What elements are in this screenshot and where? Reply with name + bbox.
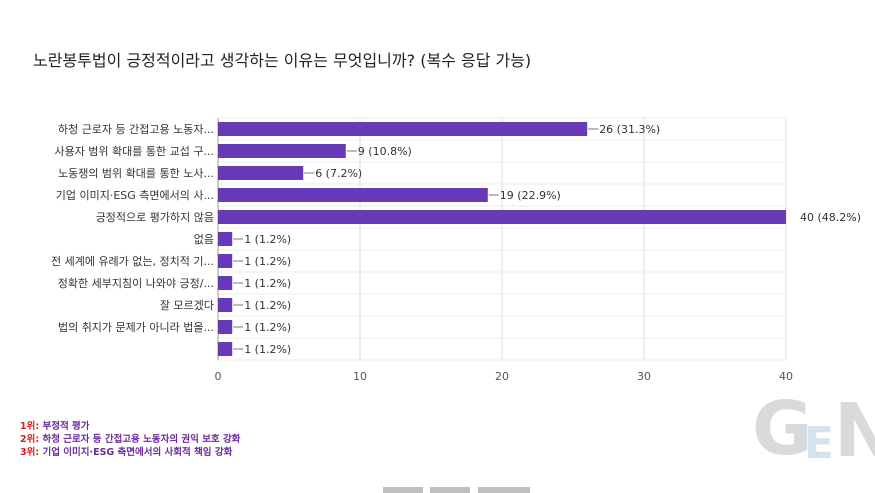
bar <box>218 298 233 312</box>
watermark-letter-e: E <box>804 418 835 469</box>
bar <box>218 342 233 356</box>
category-label: 법의 취지가 문제가 아니라 법을... <box>58 321 214 334</box>
x-tick-label: 10 <box>353 370 367 383</box>
value-label: 19 (22.9%) <box>500 189 561 202</box>
note-rank: 1위: <box>20 421 40 432</box>
bar-chart: 0 10 20 30 40 하청 근로자 등 간접고용 노동자... 26 (31.3%) 사… <box>51 117 861 383</box>
watermark-letter-g: G <box>752 386 813 472</box>
note-text: 부정적 평가 <box>42 421 90 432</box>
chart-title: 노란봉투법이 긍정적이라고 생각하는 이유는 무엇입니까? (복수 응답 가능) <box>33 51 532 70</box>
x-tick-label: 0 <box>215 370 222 383</box>
category-label: 사용자 범위 확대를 통한 교섭 구... <box>54 145 214 158</box>
x-tick-label: 30 <box>637 370 651 383</box>
category-label: 하청 근로자 등 간접고용 노동자... <box>58 122 214 136</box>
gen-watermark-logo: G E N <box>752 386 875 474</box>
value-label: 1 (1.2%) <box>244 299 291 312</box>
bar <box>218 166 304 180</box>
value-label: 1 (1.2%) <box>244 233 291 246</box>
ranking-notes: 1위: 부정적 평가 2위: 하청 근로자 등 간접고용 노동자의 권익 보호 … <box>20 420 240 459</box>
value-label: 26 (31.3%) <box>599 123 660 136</box>
value-label: 9 (10.8%) <box>358 145 412 158</box>
bar <box>218 276 233 290</box>
note-rank: 3위: <box>20 447 40 458</box>
bar <box>218 210 786 224</box>
bar <box>218 122 588 136</box>
x-tick-label: 20 <box>495 370 509 383</box>
cropped-content-fragment <box>430 487 470 493</box>
note-text: 하청 근로자 등 간접고용 노동자의 권익 보호 강화 <box>42 434 241 445</box>
category-label: 정확한 세부지침이 나와야 긍정/... <box>58 277 214 290</box>
note-line-3: 3위: 기업 이미지·ESG 측면에서의 사회적 책임 강화 <box>20 446 240 459</box>
note-rank: 2위: <box>20 434 40 445</box>
value-label: 6 (7.2%) <box>315 167 362 180</box>
note-line-2: 2위: 하청 근로자 등 간접고용 노동자의 권익 보호 강화 <box>20 433 240 446</box>
value-label: 1 (1.2%) <box>244 321 291 334</box>
value-label: 1 (1.2%) <box>244 255 291 268</box>
bar <box>218 144 346 158</box>
cropped-content-fragment <box>383 487 423 493</box>
x-tick-label: 40 <box>779 370 793 383</box>
note-text: 기업 이미지·ESG 측면에서의 사회적 책임 강화 <box>42 447 233 458</box>
category-label: 긍정적으로 평가하지 않음 <box>96 210 214 224</box>
bar <box>218 188 488 202</box>
note-line-1: 1위: 부정적 평가 <box>20 420 240 433</box>
bar <box>218 232 233 246</box>
category-label: 기업 이미지·ESG 측면에서의 사... <box>56 189 214 202</box>
watermark-letter-n: N <box>834 388 875 474</box>
cropped-content-fragment <box>478 487 530 493</box>
bar <box>218 320 233 334</box>
bar <box>218 254 233 268</box>
value-label: 1 (1.2%) <box>244 277 291 290</box>
value-label: 40 (48.2%) <box>800 211 861 224</box>
category-label: 없음 <box>194 233 214 246</box>
category-label: 잘 모르겠다 <box>160 299 214 312</box>
category-label: 전 세계에 유례가 없는, 정치적 기... <box>51 255 214 268</box>
value-label: 1 (1.2%) <box>244 343 291 356</box>
category-label: 노동쟁의 범위 확대를 통한 노사... <box>58 167 214 180</box>
